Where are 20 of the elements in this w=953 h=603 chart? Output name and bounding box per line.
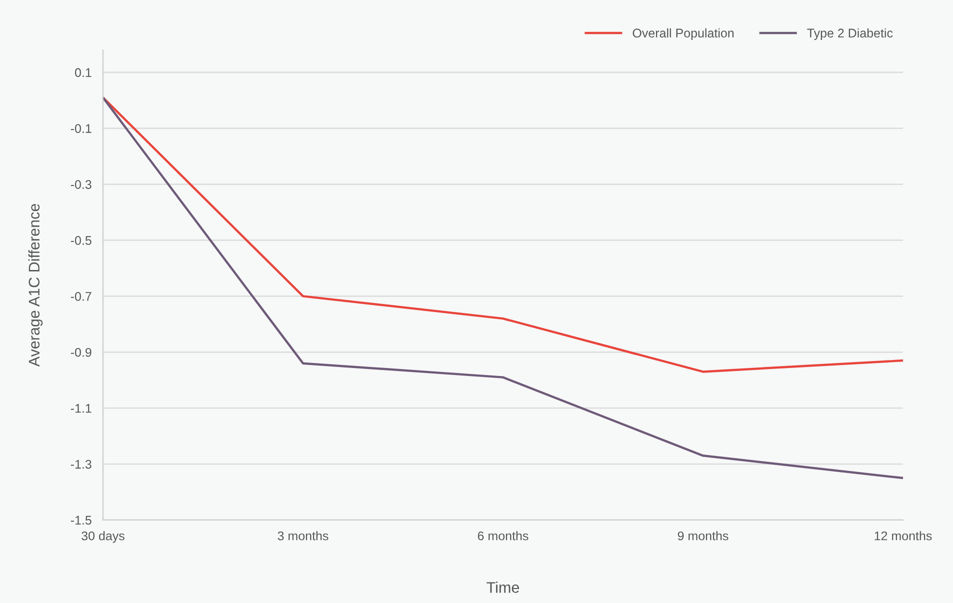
y-tick-label: -1.1 [70, 404, 92, 413]
y-tick-label: 0.1 [75, 68, 92, 78]
legend-label: Overall Population [632, 28, 734, 40]
y-tick-label: -1.3 [70, 460, 92, 469]
line-series [102, 96, 904, 480]
y-tick-label: -0.5 [70, 236, 92, 245]
x-axis-title: Time [486, 582, 520, 593]
x-tick-label: 30 days [82, 531, 124, 543]
y-tick-label: -0.3 [70, 180, 92, 189]
legend-label: Type 2 Diabetic [807, 28, 893, 40]
y-tick-label: -1.5 [70, 516, 92, 525]
line-series [102, 96, 904, 373]
y-tick-label: -0.9 [70, 348, 92, 357]
y-tick-label: -0.1 [70, 124, 92, 133]
x-tick-label: 9 months [678, 531, 728, 540]
y-axis-title: Average A1C Difference [28, 204, 43, 367]
x-tick-label: 6 months [478, 531, 528, 540]
x-tick-label: 3 months [278, 531, 328, 540]
x-tick-label: 12 months [874, 531, 932, 540]
y-tick-label: -0.7 [70, 292, 92, 301]
